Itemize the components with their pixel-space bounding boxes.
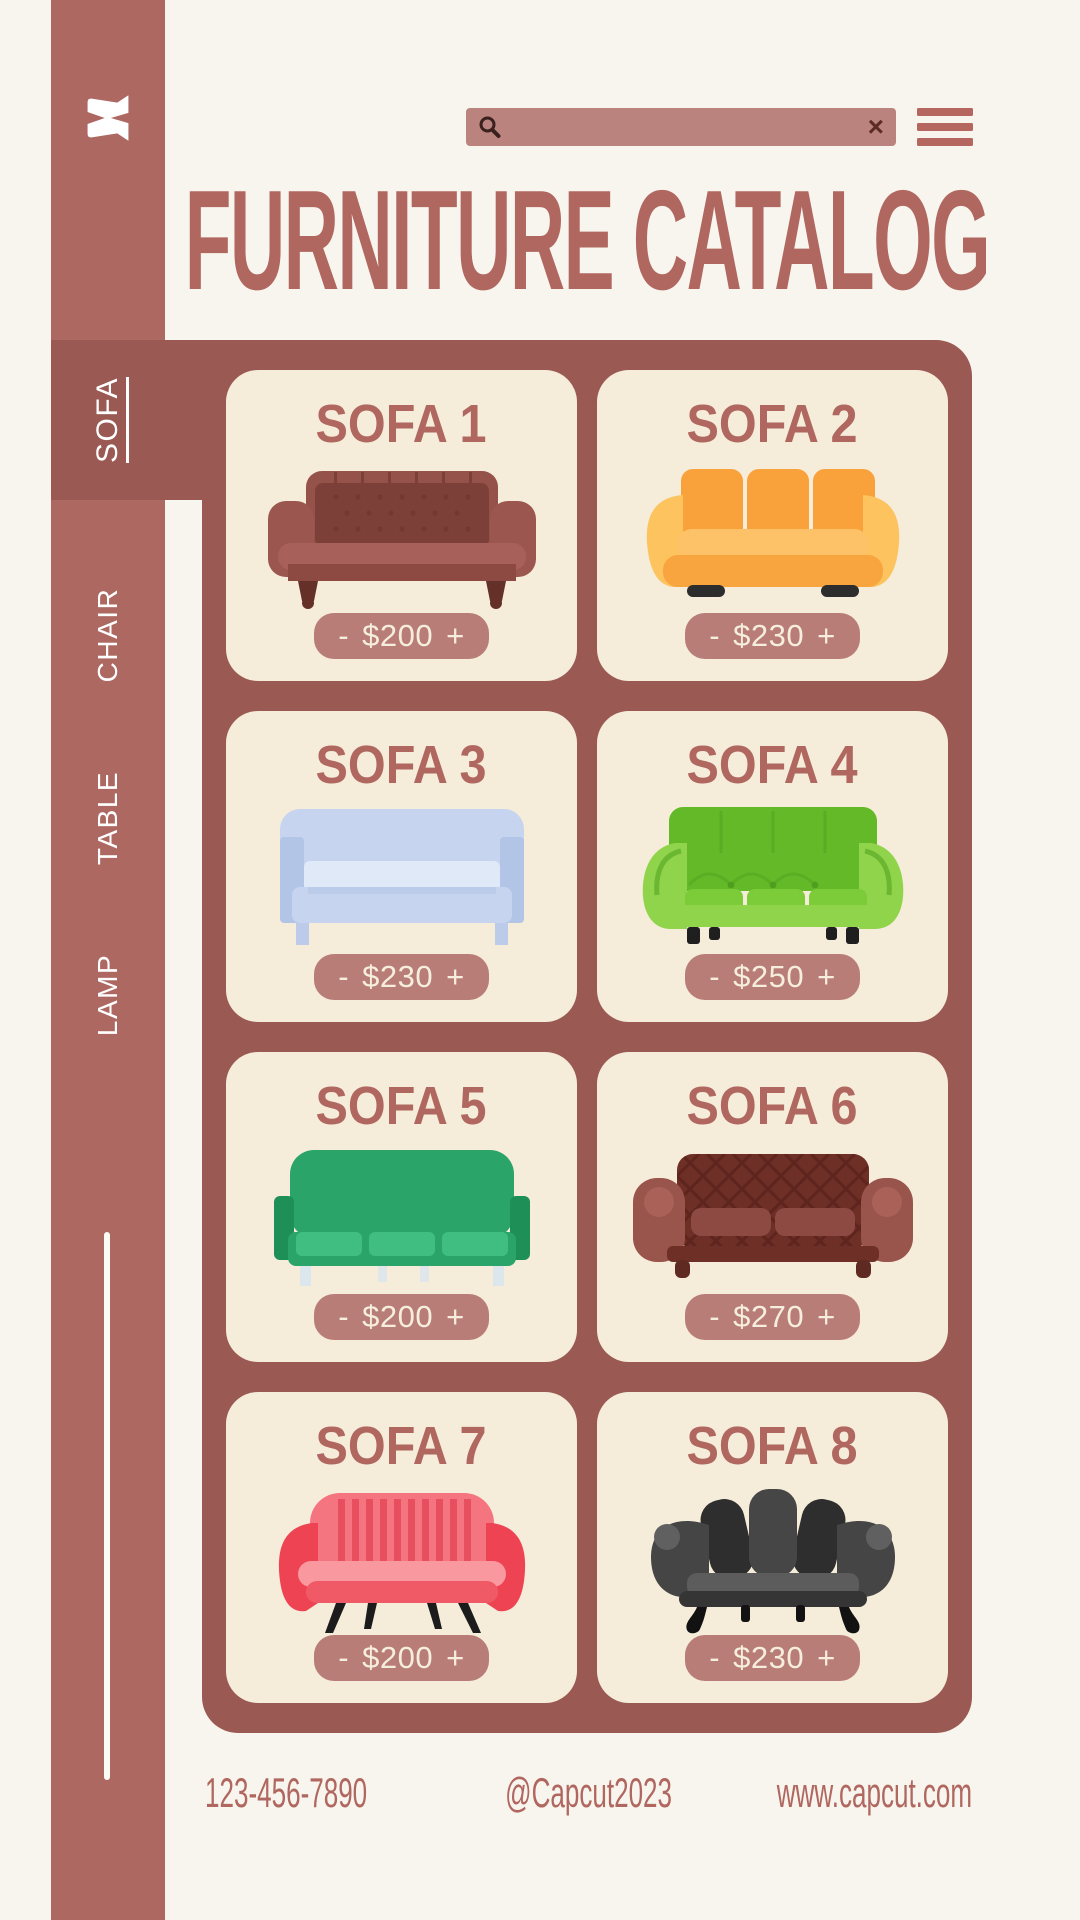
price-value: $270 xyxy=(733,1299,805,1335)
capcut-logo-icon[interactable] xyxy=(51,92,165,144)
increase-button[interactable]: + xyxy=(817,1640,836,1675)
sidebar-item-lamp[interactable]: LAMP xyxy=(88,895,128,1095)
sofa-illustration-simple xyxy=(279,809,524,946)
decrease-button[interactable]: - xyxy=(338,1640,350,1675)
decrease-button[interactable]: - xyxy=(709,617,721,653)
sidebar-item-chair-label: CHAIR xyxy=(92,587,123,683)
product-card-2: SOFA 2 - $230 + xyxy=(597,370,948,681)
price-value: $230 xyxy=(362,958,434,994)
footer-website-wrap: www.capcut.com xyxy=(657,1769,972,1816)
hamburger-bar xyxy=(917,123,973,131)
decrease-button[interactable]: - xyxy=(709,1299,721,1335)
product-card-3: SOFA 3 - $230 + xyxy=(226,710,577,1022)
sidebar-item-table-label: TABLE xyxy=(92,770,123,866)
decrease-button[interactable]: - xyxy=(709,958,721,994)
product-name: SOFA 5 xyxy=(315,1075,488,1136)
sofa-illustration-boxy xyxy=(273,1150,530,1287)
price-value: $200 xyxy=(362,617,434,653)
price-value: $200 xyxy=(362,1299,434,1335)
price-value: $200 xyxy=(362,1640,434,1675)
sofa-illustration-modern xyxy=(646,468,899,597)
price-stepper: - $230 + xyxy=(685,1635,860,1681)
sofa-illustration-lounge xyxy=(642,807,903,945)
search-bar[interactable]: × xyxy=(466,107,896,147)
sidebar-item-sofa[interactable]: SOFA xyxy=(51,340,204,500)
sidebar-item-table[interactable]: TABLE xyxy=(88,718,128,918)
product-name: SOFA 2 xyxy=(686,394,859,454)
footer-website[interactable]: www.capcut.com xyxy=(776,1769,972,1816)
increase-button[interactable]: + xyxy=(817,1299,836,1335)
increase-button[interactable]: + xyxy=(446,958,465,994)
product-name: SOFA 3 xyxy=(315,734,488,795)
product-name: SOFA 1 xyxy=(315,394,488,454)
increase-button[interactable]: + xyxy=(446,1299,465,1335)
search-icon xyxy=(479,116,501,138)
page-title: FURNITURE CATALOG xyxy=(184,161,991,320)
footer-handle-wrap: @Capcut2023 xyxy=(205,1769,972,1816)
sofa-illustration-loveseat xyxy=(278,1492,525,1633)
catalog-panel: SOFA 1 - $200 + SOFA 2 - $230 xyxy=(202,340,972,1733)
product-name: SOFA 6 xyxy=(686,1075,859,1136)
sidebar-item-lamp-label: LAMP xyxy=(92,953,123,1037)
decrease-button[interactable]: - xyxy=(709,1640,721,1675)
price-value: $250 xyxy=(733,958,805,994)
product-name: SOFA 4 xyxy=(686,734,859,795)
search-input[interactable] xyxy=(510,107,860,147)
price-stepper: - $270 + xyxy=(685,1294,860,1341)
hamburger-bar xyxy=(917,138,973,146)
product-card-7: SOFA 7 - $200 + xyxy=(226,1392,577,1703)
price-stepper: - $230 + xyxy=(314,953,489,1000)
increase-button[interactable]: + xyxy=(446,617,465,653)
product-card-5: SOFA 5 - $200 + xyxy=(226,1051,577,1363)
close-icon[interactable]: × xyxy=(867,111,884,142)
product-card-4: SOFA 4 - $250 + xyxy=(597,710,948,1022)
footer: 123-456-7890 @Capcut2023 www.capcut.com xyxy=(205,1769,972,1816)
increase-button[interactable]: + xyxy=(817,617,836,653)
increase-button[interactable]: + xyxy=(817,958,836,994)
sofa-illustration-chesterfield-dark xyxy=(632,1154,913,1279)
decrease-button[interactable]: - xyxy=(338,1299,350,1335)
sidebar-item-chair[interactable]: CHAIR xyxy=(88,535,128,735)
hamburger-menu-icon[interactable] xyxy=(917,108,973,146)
sofa-illustration-chesterfield xyxy=(267,470,536,609)
footer-phone: 123-456-7890 xyxy=(205,1769,368,1816)
decrease-button[interactable]: - xyxy=(338,617,350,653)
hamburger-bar xyxy=(917,108,973,116)
sidebar-item-sofa-label: SOFA xyxy=(91,376,125,464)
price-stepper: - $230 + xyxy=(685,612,860,659)
price-stepper: - $200 + xyxy=(314,1635,489,1681)
catalog-grid: SOFA 1 - $200 + SOFA 2 - $230 xyxy=(226,370,948,1703)
product-card-6: SOFA 6 - $270 + xyxy=(597,1051,948,1363)
price-stepper: - $200 + xyxy=(314,612,489,659)
price-stepper: - $250 + xyxy=(685,953,860,1000)
decrease-button[interactable]: - xyxy=(338,958,350,994)
price-value: $230 xyxy=(733,617,805,653)
capcut-logo-glyph xyxy=(87,95,129,141)
price-value: $230 xyxy=(733,1640,805,1675)
product-card-8: SOFA 8 - $230 + xyxy=(597,1392,948,1703)
product-card-1: SOFA 1 - $200 + xyxy=(226,370,577,681)
vertical-indicator-line xyxy=(104,1232,110,1780)
product-name: SOFA 8 xyxy=(686,1416,859,1477)
increase-button[interactable]: + xyxy=(446,1640,465,1675)
footer-handle: @Capcut2023 xyxy=(505,1769,672,1816)
price-stepper: - $200 + xyxy=(314,1294,489,1341)
product-name: SOFA 7 xyxy=(315,1416,488,1477)
footer-phone-wrap: 123-456-7890 xyxy=(205,1769,467,1816)
sofa-illustration-wingback xyxy=(650,1488,895,1634)
